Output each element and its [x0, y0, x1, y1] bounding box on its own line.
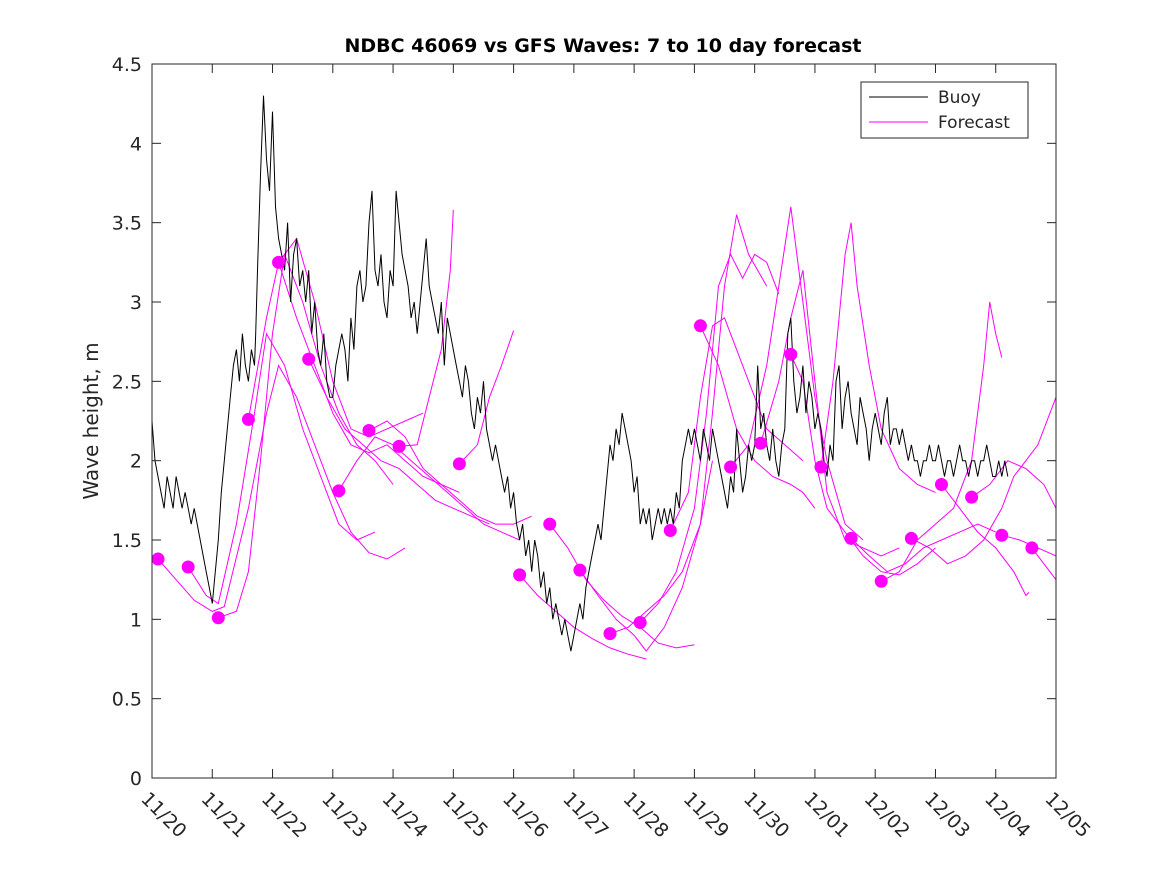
- y-tick-label: 1: [130, 609, 142, 631]
- forecast-line-24: [911, 397, 1056, 565]
- forecast-line-2: [187, 332, 376, 605]
- forecast-marker-10: [452, 457, 466, 471]
- y-tick-label: 0: [130, 768, 142, 790]
- chart-title: NDBC 46069 vs GFS Waves: 7 to 10 day for…: [344, 35, 861, 57]
- forecast-line-6: [308, 358, 490, 525]
- forecast-marker-25: [934, 477, 948, 491]
- y-tick-label: 1.5: [112, 530, 142, 552]
- forecast-marker-2: [181, 560, 195, 574]
- forecast-line-12: [549, 523, 695, 649]
- forecast-marker-8: [362, 424, 376, 438]
- forecast-marker-13: [573, 563, 587, 577]
- series-group: [152, 95, 1056, 660]
- forecast-line-3: [218, 252, 394, 619]
- legend-forecast-label: Forecast: [938, 113, 1010, 133]
- forecast-line-9: [399, 209, 454, 447]
- forecast-line-7: [338, 436, 520, 541]
- plot-area: [152, 95, 1056, 660]
- axes-box: [151, 63, 1057, 779]
- forecast-marker-17: [693, 319, 707, 333]
- forecast-line-16: [669, 317, 804, 531]
- forecast-line-11: [519, 574, 647, 660]
- forecast-line-10: [459, 330, 515, 465]
- y-tick-label: 4: [130, 133, 142, 155]
- forecast-marker-6: [302, 352, 316, 366]
- forecast-marker-21: [814, 460, 828, 474]
- forecast-line-23: [880, 301, 1003, 582]
- y-axis-label: Wave height, m: [79, 342, 103, 499]
- forecast-marker-24: [904, 531, 918, 545]
- legend-buoy-label: Buoy: [938, 88, 981, 108]
- forecast-line-28: [1031, 547, 1056, 581]
- forecast-marker-1: [152, 552, 165, 566]
- forecast-marker-26: [965, 490, 979, 504]
- forecast-line-22: [850, 523, 996, 573]
- y-tick-label: 2: [130, 451, 142, 473]
- forecast-marker-23: [874, 574, 888, 588]
- forecast-line-19: [760, 270, 900, 557]
- forecast-line-15: [639, 253, 780, 623]
- forecast-marker-9: [392, 439, 406, 453]
- y-tick-label: 2.5: [112, 371, 142, 393]
- forecast-marker-15: [633, 616, 647, 630]
- forecast-marker-12: [543, 517, 557, 531]
- forecast-marker-3: [211, 611, 225, 625]
- forecast-marker-4: [241, 412, 255, 426]
- forecast-line-8: [368, 420, 532, 525]
- forecast-marker-27: [995, 528, 1009, 542]
- forecast-marker-28: [1025, 541, 1039, 555]
- forecast-marker-18: [724, 460, 738, 474]
- forecast-line-13: [579, 460, 713, 652]
- y-tick-label: 0.5: [112, 689, 142, 711]
- forecast-line-25: [941, 484, 1030, 597]
- y-tick-label: 3: [130, 292, 142, 314]
- forecast-line-17: [699, 325, 816, 509]
- forecast-line-26: [971, 460, 1056, 509]
- forecast-line-5: [278, 262, 460, 493]
- forecast-marker-5: [272, 255, 286, 269]
- forecast-marker-22: [844, 531, 858, 545]
- forecast-marker-16: [663, 523, 677, 537]
- forecast-marker-14: [603, 627, 617, 641]
- buoy-line: [152, 95, 1009, 652]
- forecast-line-21: [820, 222, 936, 493]
- legend: Buoy Forecast: [860, 81, 1029, 139]
- legend-box: [860, 81, 1029, 139]
- forecast-marker-11: [513, 568, 527, 582]
- y-tick-label: 4.5: [112, 54, 142, 76]
- forecast-marker-19: [754, 436, 768, 450]
- forecast-line-18: [730, 206, 864, 541]
- y-tick-label: 3.5: [112, 213, 142, 235]
- forecast-marker-20: [784, 347, 798, 361]
- forecast-marker-7: [332, 484, 346, 498]
- forecast-line-1: [157, 364, 406, 612]
